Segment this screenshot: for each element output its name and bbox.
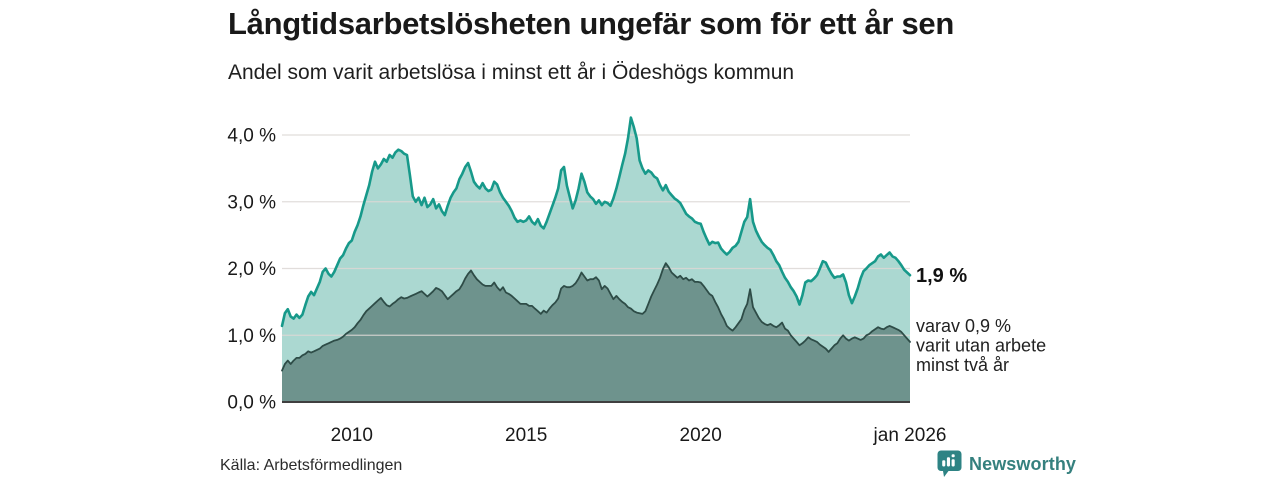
line-total (280, 116, 912, 328)
two-years-label-line-0: varav 0,9 % (916, 316, 1011, 336)
chart-subtitle: Andel som varit arbetslösa i minst ett å… (228, 61, 795, 84)
x-tick-label-3: jan 2026 (873, 425, 947, 446)
two-years-label-line-1: varit utan arbete (916, 335, 1046, 355)
x-tick-label-1: 2015 (505, 425, 547, 446)
newsworthy-logo-icon (937, 450, 962, 477)
line-two-years (281, 262, 911, 372)
y-tick-label-1: 1,0 % (227, 326, 276, 347)
area-two-years-fill (282, 263, 910, 402)
x-tick-label-2: 2020 (680, 425, 722, 446)
y-tick-label-2: 2,0 % (227, 259, 276, 280)
latest-total-label: 1,9 % (916, 265, 967, 287)
source-note: Källa: Arbetsförmedlingen (220, 457, 403, 474)
newsworthy-brand: Newsworthy (937, 450, 1076, 478)
chart-title: Långtidsarbetslösheten ungefär som för e… (228, 6, 955, 41)
y-tick-label-0: 0,0 % (227, 393, 276, 414)
y-tick-label-3: 3,0 % (227, 192, 276, 213)
x-tick-label-0: 2010 (331, 425, 373, 446)
y-tick-label-4: 4,0 % (227, 126, 276, 147)
newsworthy-wordmark: Newsworthy (969, 453, 1077, 474)
two-years-label-line-2: minst två år (916, 355, 1009, 375)
